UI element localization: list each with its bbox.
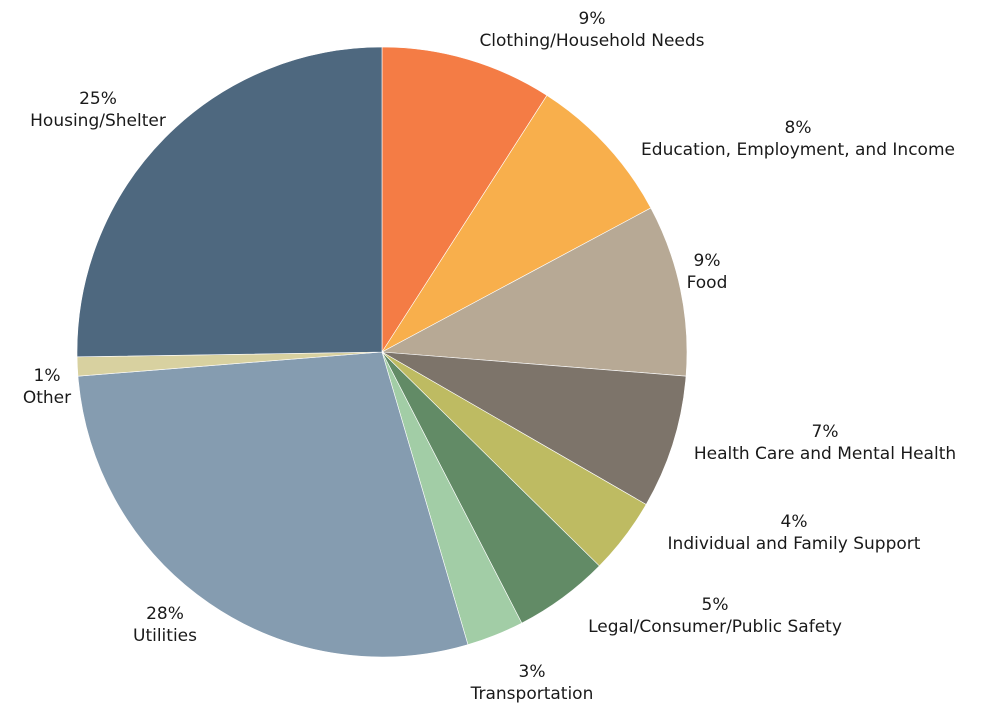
slice-percent-label: 28%: [146, 604, 184, 624]
slice-category-label: Education, Employment, and Income: [641, 140, 955, 160]
label-food: 9%Food: [687, 251, 728, 293]
slice-category-label: Clothing/Household Needs: [479, 31, 704, 51]
slice-category-label: Other: [23, 388, 71, 408]
slice-clothing-household-needs: [381, 46, 548, 354]
slice-percent-label: 25%: [79, 89, 117, 109]
slice-education-employment-and-income: [381, 95, 652, 353]
slice-category-label: Legal/Consumer/Public Safety: [588, 617, 842, 637]
slice-percent-label: 8%: [785, 118, 812, 138]
label-utilities: 28%Utilities: [133, 604, 197, 646]
slice-category-label: Individual and Family Support: [668, 534, 921, 554]
label-other: 1%Other: [23, 366, 71, 408]
slice-category-label: Housing/Shelter: [30, 111, 166, 131]
label-transportation: 3%Transportation: [470, 662, 594, 704]
label-individual-and-family-support: 4%Individual and Family Support: [668, 512, 921, 554]
slice-percent-label: 9%: [579, 9, 606, 29]
slice-health-care-and-mental-health: [381, 351, 687, 505]
label-clothing-household-needs: 9%Clothing/Household Needs: [479, 9, 704, 51]
label-health-care-and-mental-health: 7%Health Care and Mental Health: [694, 422, 956, 464]
slice-category-label: Transportation: [470, 684, 594, 704]
slice-percent-label: 5%: [702, 595, 729, 615]
label-housing-shelter: 25%Housing/Shelter: [30, 89, 166, 131]
slice-housing-shelter: [76, 46, 383, 358]
slice-percent-label: 9%: [694, 251, 721, 271]
slice-food: [380, 207, 688, 377]
slice-percent-label: 4%: [781, 512, 808, 532]
label-legal-consumer-public-safety: 5%Legal/Consumer/Public Safety: [588, 595, 842, 637]
slice-category-label: Health Care and Mental Health: [694, 444, 956, 464]
slice-percent-label: 3%: [519, 662, 546, 682]
label-education-employment-and-income: 8%Education, Employment, and Income: [641, 118, 955, 160]
slice-utilities: [77, 351, 469, 658]
slice-percent-label: 7%: [812, 422, 839, 442]
slice-percent-label: 1%: [34, 366, 61, 386]
slice-category-label: Food: [687, 273, 728, 293]
slice-category-label: Utilities: [133, 626, 197, 646]
